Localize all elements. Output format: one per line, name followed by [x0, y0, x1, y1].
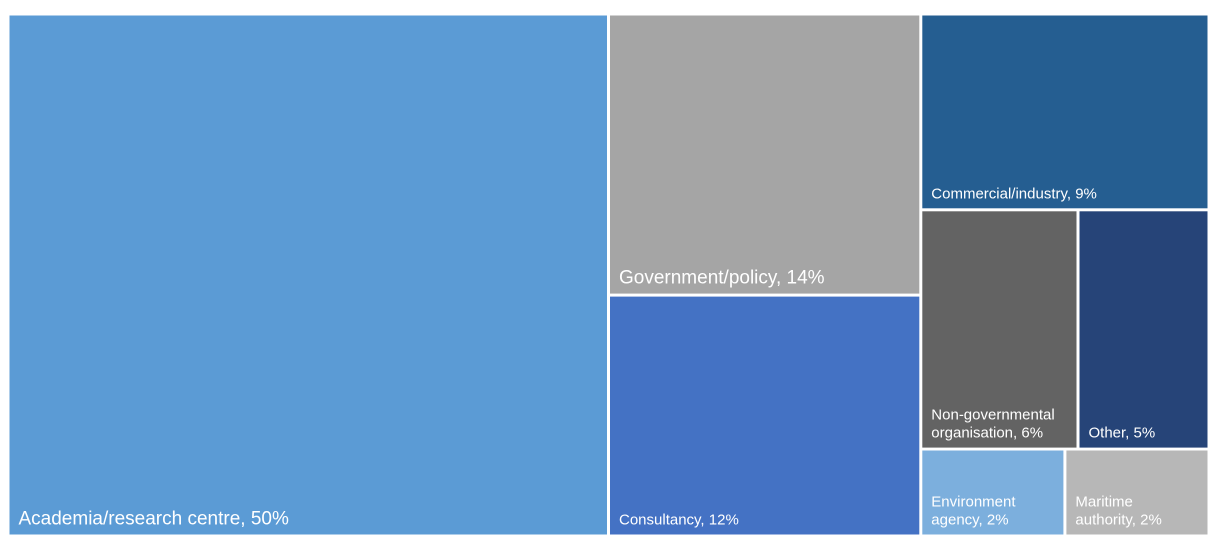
tile-rect-consultancy [610, 296, 920, 535]
tile-rect-non-governmental-organisation [922, 211, 1077, 448]
tile-rect-academia-research-centre [9, 15, 607, 535]
tile-rect-government-policy [610, 15, 920, 294]
tile-rect-environment-agency [922, 450, 1064, 535]
tile-academia-research-centre: Academia/research centre, 50% [9, 15, 607, 535]
tile-label-commercial-industry: Commercial/industry, 9% [931, 185, 1097, 202]
tile-rect-maritime-authority [1066, 450, 1208, 535]
tile-label-environment-agency: Environment agency, 2% [931, 494, 1016, 529]
tile-maritime-authority: Maritime authority, 2% [1066, 450, 1208, 535]
tile-non-governmental-organisation: Non-governmental organisation, 6% [922, 211, 1077, 448]
tile-label-government-policy: Government/policy, 14% [619, 268, 825, 289]
tile-commercial-industry: Commercial/industry, 9% [922, 15, 1208, 209]
tile-environment-agency: Environment agency, 2% [922, 450, 1064, 535]
tile-label-maritime-authority: Maritime authority, 2% [1075, 494, 1161, 529]
tile-other: Other, 5% [1079, 211, 1208, 448]
tile-rect-commercial-industry [922, 15, 1208, 209]
tile-consultancy: Consultancy, 12% [610, 296, 920, 535]
tile-label-academia-research-centre: Academia/research centre, 50% [19, 509, 289, 530]
tile-label-non-governmental-organisation: Non-governmental organisation, 6% [931, 407, 1054, 442]
tile-rect-other [1079, 211, 1208, 448]
tile-label-consultancy: Consultancy, 12% [619, 512, 739, 529]
tile-label-other: Other, 5% [1089, 425, 1156, 442]
tile-government-policy: Government/policy, 14% [610, 15, 920, 294]
